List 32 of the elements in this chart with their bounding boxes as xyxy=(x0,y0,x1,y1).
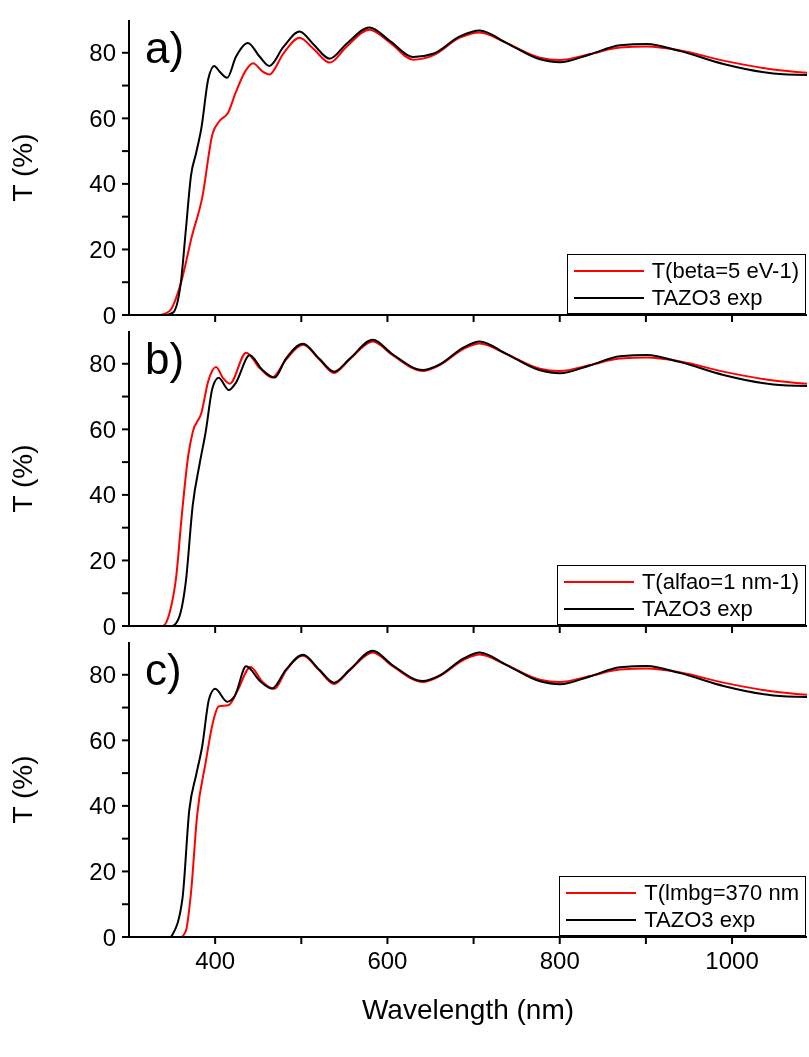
x-tick-label: 800 xyxy=(539,947,580,975)
y-tick-label: 60 xyxy=(89,415,116,443)
legend-label: T(alfao=1 nm-1) xyxy=(641,568,799,595)
y-tick-label: 40 xyxy=(89,792,116,820)
x-tick-label: 1000 xyxy=(705,947,759,975)
legend-label: T(lmbg=370 nm xyxy=(644,879,799,906)
legend-label: T(beta=5 eV-1) xyxy=(651,257,799,284)
y-tick-label: 0 xyxy=(102,301,116,329)
y-tick-label: 0 xyxy=(102,612,116,640)
y-tick-label: 0 xyxy=(102,923,116,951)
legend-label: TAZO3 exp xyxy=(641,595,753,622)
annotation: b) xyxy=(145,334,185,383)
y-tick-label: 80 xyxy=(89,39,116,67)
y-axis-title: T (%) xyxy=(6,133,38,202)
y-tick-label: 80 xyxy=(89,350,116,378)
legend-label: TAZO3 exp xyxy=(651,284,763,311)
y-axis-title: T (%) xyxy=(6,444,38,513)
y-tick-label: 40 xyxy=(89,481,116,509)
y-tick-label: 20 xyxy=(89,546,116,574)
y-tick-label: 20 xyxy=(89,857,116,885)
y-tick-label: 20 xyxy=(89,235,116,263)
annotation: c) xyxy=(145,645,182,694)
y-tick-label: 60 xyxy=(89,726,116,754)
y-axis-title: T (%) xyxy=(6,755,38,824)
y-tick-label: 60 xyxy=(89,104,116,132)
x-tick-label: 400 xyxy=(195,947,236,975)
x-axis-title: Wavelength (nm) xyxy=(361,994,575,1025)
x-tick-label: 600 xyxy=(367,947,408,975)
legend-label: TAZO3 exp xyxy=(644,906,756,933)
annotation: a) xyxy=(145,23,185,72)
y-tick-label: 40 xyxy=(89,170,116,198)
y-tick-label: 80 xyxy=(89,661,116,689)
